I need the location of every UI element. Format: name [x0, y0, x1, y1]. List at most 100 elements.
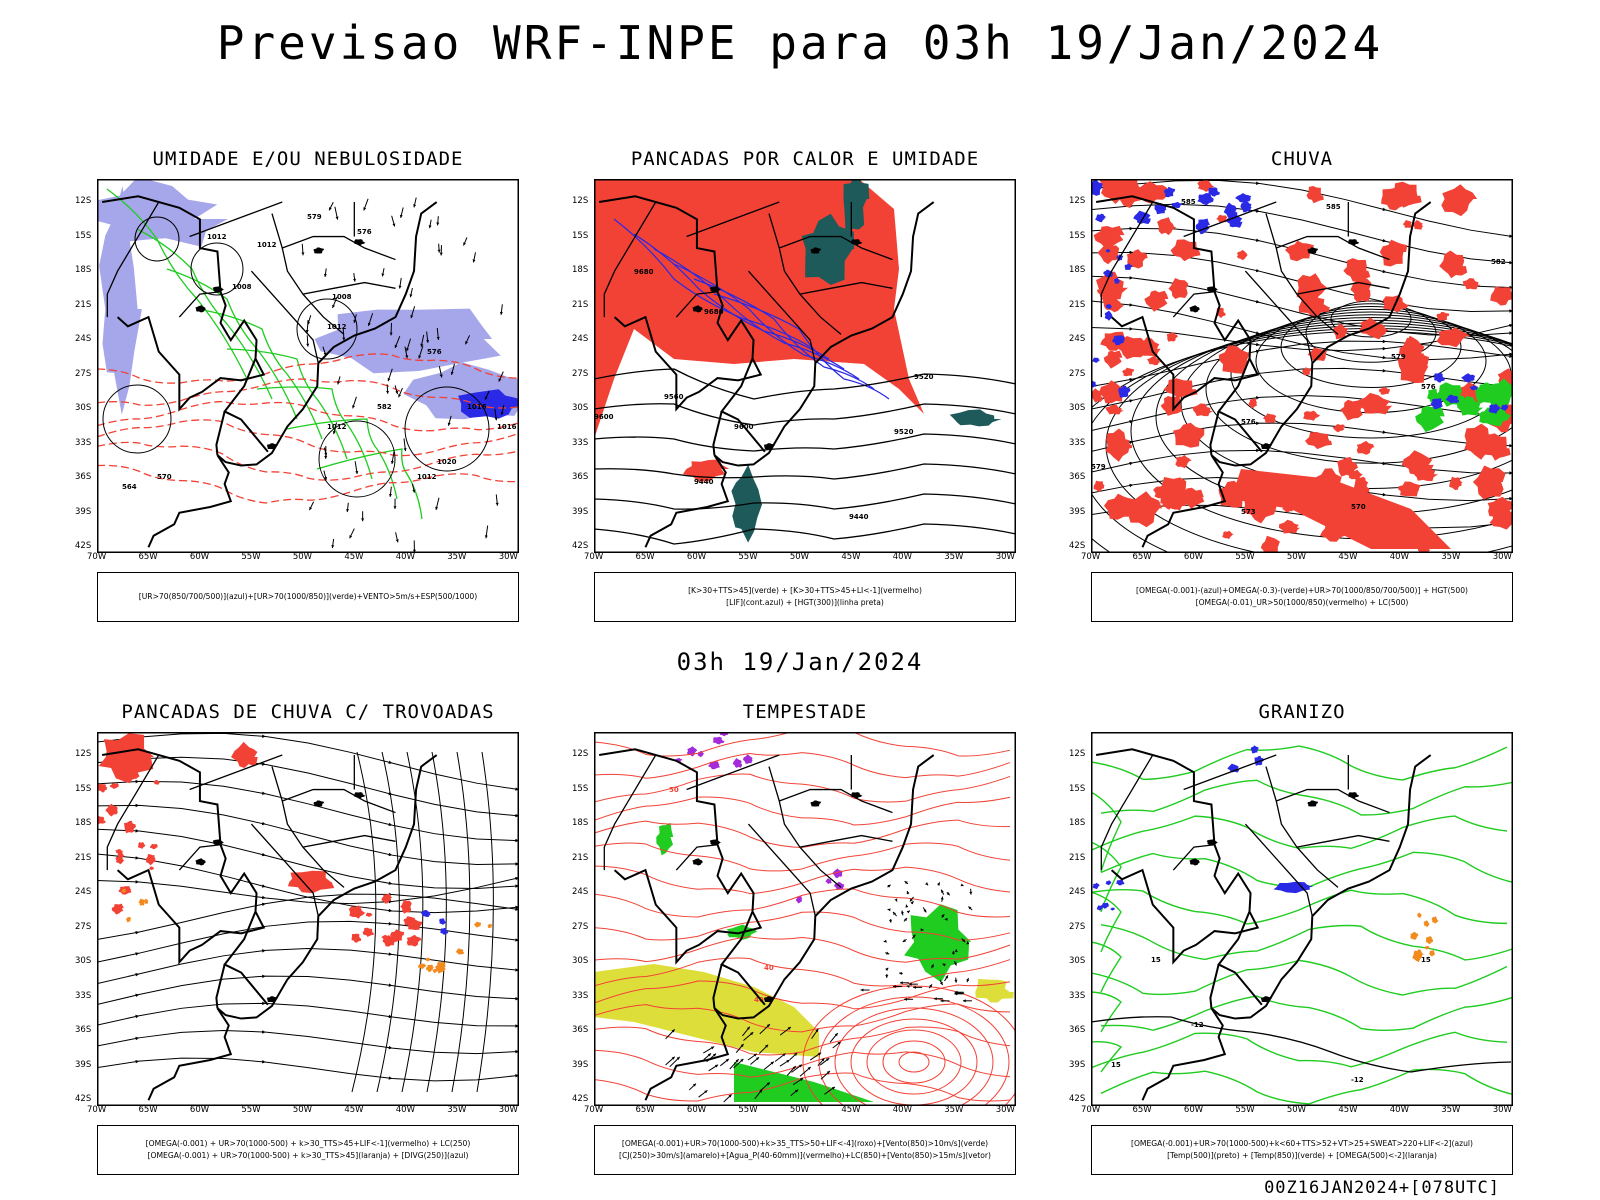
wind-vector-head — [953, 962, 957, 966]
lat-tick-label: 36S — [1069, 472, 1086, 483]
lat-tick-label: 42S — [572, 1094, 589, 1105]
humidity-area-west — [99, 186, 142, 415]
panel-legend: [OMEGA(-0.001)+UR>70(1000-500)+k>35_TTS>… — [594, 1125, 1016, 1175]
wind-vector-head — [450, 371, 454, 375]
lat-tick-label: 33S — [1069, 990, 1086, 1001]
contour-label: 573 — [1241, 508, 1256, 516]
lc250-streamline — [97, 780, 519, 842]
lif-contour-blue — [673, 263, 860, 380]
lc250-streamline-arrow — [515, 838, 519, 843]
storm-area-orange — [435, 961, 446, 974]
temp850-contour-green — [1091, 941, 1122, 993]
wind-vector-head — [692, 1083, 696, 1087]
contour-label: 1008 — [332, 293, 352, 301]
contour-label: 1012 — [207, 233, 227, 241]
storm-area-red — [149, 866, 154, 871]
map-background — [97, 732, 519, 1106]
political-border — [603, 201, 657, 318]
wind-vector-head — [355, 470, 359, 475]
temp850-contour-green — [1091, 815, 1508, 852]
storm-area-red — [145, 854, 156, 866]
rain-area-red — [1222, 530, 1234, 539]
lon-tick-label: 50W — [789, 1105, 810, 1115]
legend-line: [CJ(250)>30m/s](amarelo)+[Agua_P(40-60mm… — [619, 1151, 991, 1160]
wind-vector-head — [933, 997, 937, 1001]
wind-vector-head — [770, 1061, 774, 1065]
lc250-streamline — [97, 732, 519, 791]
rain-area-red — [1441, 184, 1478, 217]
rain-area-red — [1099, 179, 1129, 204]
omega500-area-orange — [1412, 949, 1424, 962]
omega500-area-orange — [1431, 916, 1439, 924]
rain-area-blue — [1103, 269, 1114, 278]
storm-area-red — [105, 803, 118, 817]
contour-label: 15 — [1421, 956, 1431, 964]
lc500-streamline-arrow — [1382, 355, 1387, 360]
contour-label: -12 — [1351, 1076, 1364, 1084]
lc250-streamline-arrow — [388, 921, 393, 926]
hgt500-contour — [1205, 314, 1513, 464]
wind-vector-head — [892, 984, 896, 989]
lc250-streamline-arrow — [262, 974, 266, 979]
wind-vector-head — [410, 315, 414, 319]
political-border — [598, 195, 763, 412]
contour-label: 9680 — [634, 268, 654, 276]
rain-area-red — [1378, 386, 1391, 395]
lat-tick-label: 12S — [572, 749, 589, 759]
political-border — [1296, 281, 1390, 295]
wind-vector-head — [363, 207, 367, 211]
wind-vector-head — [968, 906, 972, 910]
rain-area-red — [1127, 249, 1148, 269]
wind850-area-green — [734, 1062, 874, 1102]
political-border — [178, 844, 221, 871]
rain-area-red — [1105, 428, 1130, 462]
wind-vector-head — [923, 909, 927, 913]
lon-tick-label: 35W — [1441, 1105, 1461, 1115]
lc500-streamline-arrow — [1256, 448, 1260, 453]
lat-tick-label: 33S — [75, 990, 92, 1001]
hgt300-contour-black — [594, 463, 1016, 480]
lake-shape — [354, 239, 366, 246]
wind-vector-head — [902, 939, 906, 942]
temp850-contour-green — [1091, 888, 1508, 925]
lon-tick-label: 30W — [498, 1105, 518, 1115]
wind-vector-head — [821, 1058, 825, 1062]
lat-tick-label: 24S — [75, 887, 92, 898]
map-layers — [97, 732, 519, 1101]
contour-label: 9520 — [914, 373, 934, 381]
lon-tick-label: 45W — [344, 552, 364, 562]
storm-area-orange — [121, 888, 127, 893]
rain-area-blue — [1461, 373, 1475, 383]
contour-label: 1012 — [257, 241, 277, 249]
lc250-streamline-arrow — [135, 930, 140, 935]
contour-label: 570 — [1351, 503, 1366, 511]
wind-vector-head — [940, 896, 944, 900]
water-contour-red — [594, 1026, 1011, 1056]
wind-vector-head — [403, 448, 407, 452]
wind-vector-head — [909, 898, 913, 902]
wind-vector-head — [906, 910, 910, 914]
lon-tick-label: 30W — [995, 1105, 1015, 1115]
political-border — [271, 213, 345, 335]
hail-area-blue — [1092, 882, 1100, 890]
wind-vector-head — [714, 1064, 719, 1068]
political-border — [282, 235, 396, 261]
lat-tick-label: 27S — [75, 921, 92, 932]
lc250-streamline-arrow — [515, 907, 519, 911]
political-border — [603, 754, 657, 871]
rain-area-red — [1128, 491, 1163, 528]
lat-tick-label: 21S — [1069, 852, 1086, 863]
lc250-streamline-arrow — [135, 829, 140, 833]
rain-area-red — [1379, 239, 1408, 267]
political-border — [768, 766, 842, 888]
political-border — [1217, 358, 1263, 453]
storm-area-red — [140, 759, 148, 766]
rain-area-blue — [1105, 248, 1111, 253]
storm-area-blue — [439, 918, 447, 925]
lat-tick-label: 42S — [572, 541, 589, 552]
rain-area-red — [1439, 250, 1468, 279]
wind-vector-head — [367, 322, 371, 326]
wind-vector-head — [447, 422, 451, 426]
rain-area-red — [1157, 217, 1177, 236]
lat-tick-label: 30S — [75, 956, 92, 967]
